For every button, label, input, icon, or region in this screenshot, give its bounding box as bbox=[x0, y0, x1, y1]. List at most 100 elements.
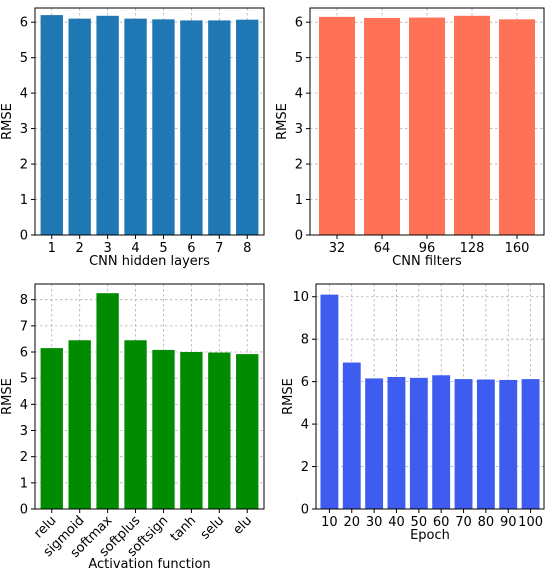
bar-90 bbox=[499, 379, 518, 509]
chart-panel-2: 0 1 2 3 4 5 6 32 64 96 128 160 CNN filters RMSE bbox=[275, 7, 545, 269]
y-tick-label: 2 bbox=[20, 158, 28, 173]
y-tick-label: 2 bbox=[20, 450, 28, 465]
y-tick-label: 1 bbox=[295, 193, 303, 208]
y-tick-label: 2 bbox=[295, 158, 303, 173]
bar-32 bbox=[319, 16, 355, 235]
x-tick-label: 10 bbox=[321, 515, 338, 530]
y-tick-label: 0 bbox=[20, 229, 28, 244]
y-tick-label: 1 bbox=[20, 476, 28, 491]
bar-2 bbox=[68, 18, 91, 235]
x-tick-label: 8 bbox=[243, 241, 251, 256]
bar-80 bbox=[476, 379, 495, 509]
bar-128 bbox=[454, 15, 490, 235]
x-tick-label: 3 bbox=[103, 241, 111, 256]
y-tick-label: 3 bbox=[295, 122, 303, 137]
x-tick-label: 50 bbox=[411, 515, 428, 530]
y-tick-label: 4 bbox=[20, 87, 28, 102]
bar-40 bbox=[387, 376, 406, 509]
x-axis-label: Activation function bbox=[88, 557, 210, 572]
bar-8 bbox=[236, 19, 259, 236]
y-tick-label: 4 bbox=[20, 398, 28, 413]
bar-50 bbox=[409, 377, 428, 509]
y-axis-label: RMSE bbox=[0, 103, 15, 140]
bar-7 bbox=[208, 20, 231, 235]
y-axis-label: RMSE bbox=[281, 378, 296, 415]
bar-5 bbox=[152, 19, 175, 235]
x-tick-label: 80 bbox=[478, 515, 495, 530]
x-tick-label: 60 bbox=[433, 515, 450, 530]
x-axis-label: Epoch bbox=[410, 528, 450, 543]
x-tick-label: 96 bbox=[419, 241, 436, 256]
bar-20 bbox=[342, 362, 361, 509]
y-tick-label: 6 bbox=[20, 346, 28, 361]
y-tick-label: 10 bbox=[292, 290, 309, 305]
x-tick-label: 2 bbox=[76, 241, 84, 256]
x-tick-label: 70 bbox=[455, 515, 472, 530]
x-tick-label: 5 bbox=[159, 241, 167, 256]
y-tick-label: 7 bbox=[20, 319, 28, 334]
bar-softmax bbox=[96, 293, 119, 509]
bar-60 bbox=[432, 375, 451, 509]
bar-160 bbox=[499, 19, 535, 235]
chart-panel-4: 0 2 4 6 8 10 10 20 30 40 50 60 70 80 90 100 Epoch RMSE bbox=[281, 283, 545, 543]
x-tick-label: 64 bbox=[374, 241, 391, 256]
y-tick-label: 0 bbox=[295, 229, 303, 244]
y-axis-label: RMSE bbox=[0, 378, 15, 415]
plot-frame bbox=[34, 283, 265, 510]
y-tick-label: 3 bbox=[20, 424, 28, 439]
x-tick-label: tanh bbox=[168, 513, 199, 544]
bar-10 bbox=[320, 294, 339, 509]
bar-softsign bbox=[152, 349, 175, 509]
chart-panel-3: 012345678relusigmoidsoftmaxsoftplussofts… bbox=[0, 283, 265, 572]
x-axis-label: CNN hidden layers bbox=[89, 254, 210, 269]
x-tick-label: 128 bbox=[460, 241, 485, 256]
bar-4 bbox=[124, 18, 147, 235]
x-tick-label: 32 bbox=[329, 241, 346, 256]
bar-elu bbox=[236, 354, 259, 509]
x-tick-label: 90 bbox=[500, 515, 517, 530]
bar-selu bbox=[208, 352, 231, 509]
bar-6 bbox=[180, 20, 203, 235]
x-tick-label: 1 bbox=[48, 241, 56, 256]
x-tick-label: 6 bbox=[187, 241, 195, 256]
bar-96 bbox=[409, 17, 445, 235]
bar-100 bbox=[521, 379, 540, 509]
x-axis-label: CNN filters bbox=[392, 254, 462, 269]
chart-panel-1: 0 1 2 3 4 5 6 1 2 3 4 5 6 7 8 CNN hidden layers RMSE bbox=[0, 7, 265, 269]
y-axis-label: RMSE bbox=[275, 103, 290, 140]
y-tick-label: 6 bbox=[20, 16, 28, 31]
x-tick-label: selu bbox=[198, 513, 227, 542]
x-tick-label: 100 bbox=[518, 515, 543, 530]
x-tick-label: elu bbox=[230, 513, 255, 538]
y-tick-label: 3 bbox=[20, 122, 28, 137]
y-tick-label: 5 bbox=[20, 372, 28, 387]
x-tick-label: 30 bbox=[366, 515, 383, 530]
y-tick-label: 6 bbox=[301, 375, 309, 390]
plot-frame bbox=[315, 283, 545, 510]
y-tick-label: 4 bbox=[301, 418, 309, 433]
bar-relu bbox=[40, 348, 63, 509]
bar-tanh bbox=[180, 352, 203, 509]
plot-frame bbox=[34, 7, 265, 236]
x-tick-label: 20 bbox=[343, 515, 360, 530]
bar-3 bbox=[96, 15, 119, 235]
y-tick-label: 0 bbox=[301, 503, 309, 518]
bar-softplus bbox=[124, 340, 147, 509]
y-tick-label: 4 bbox=[295, 87, 303, 102]
y-tick-label: 5 bbox=[20, 51, 28, 66]
y-tick-label: 0 bbox=[20, 503, 28, 518]
y-tick-label: 8 bbox=[20, 293, 28, 308]
bar-64 bbox=[364, 17, 400, 236]
x-tick-label: 40 bbox=[388, 515, 405, 530]
bar-1 bbox=[40, 15, 63, 235]
y-tick-label: 1 bbox=[20, 193, 28, 208]
y-tick-label: 2 bbox=[301, 460, 309, 475]
x-tick-label: 7 bbox=[215, 241, 223, 256]
y-tick-label: 6 bbox=[295, 16, 303, 31]
bar-70 bbox=[454, 379, 473, 509]
x-tick-label: 160 bbox=[505, 241, 530, 256]
bar-sigmoid bbox=[68, 340, 91, 509]
bar-30 bbox=[365, 378, 384, 509]
x-tick-label: 4 bbox=[131, 241, 139, 256]
